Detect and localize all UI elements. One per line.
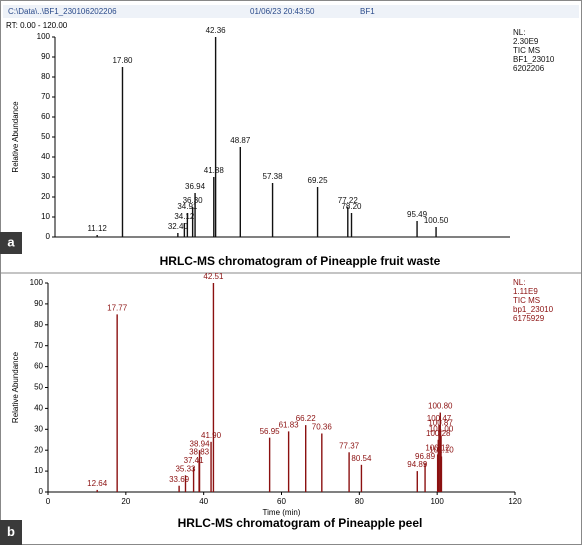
- peak-label: 100.87: [428, 418, 453, 427]
- y-tick-label: 50: [34, 383, 43, 392]
- y-axis-label: Relative Abundance: [11, 101, 20, 173]
- y-tick-label: 50: [41, 132, 50, 141]
- peak-label: 101.00: [429, 425, 454, 434]
- peak-label: 34.12: [174, 212, 195, 221]
- range-label: RT: 0.00 - 120.00: [6, 21, 68, 30]
- x-tick-label: 60: [277, 497, 286, 506]
- peak-label: 77.37: [339, 441, 360, 450]
- info-text: NL:: [513, 28, 525, 37]
- y-tick-label: 20: [34, 445, 43, 454]
- y-tick-label: 0: [46, 232, 51, 241]
- info-text: 6175929: [513, 314, 545, 323]
- peak-label: 69.25: [308, 176, 329, 185]
- y-axis-label: Relative Abundance: [11, 351, 20, 423]
- peak-label: 36.30: [183, 196, 204, 205]
- y-tick-label: 100: [30, 278, 44, 287]
- peak-label: 35.33: [175, 464, 196, 473]
- peak-label: 38.94: [190, 439, 211, 448]
- peak-label: 41.88: [204, 166, 225, 175]
- y-tick-label: 30: [34, 424, 43, 433]
- peak-label: 41.90: [201, 431, 222, 440]
- y-tick-label: 100: [37, 32, 51, 41]
- peak-label: 12.64: [87, 479, 108, 488]
- peak-label: 96.89: [415, 452, 436, 461]
- y-tick-label: 90: [41, 52, 50, 61]
- panel-label-box: [0, 520, 22, 545]
- info-text: TIC MS: [513, 296, 540, 305]
- peak-label: 100.47: [427, 414, 452, 423]
- y-tick-label: 10: [34, 466, 43, 475]
- peak-label: 61.83: [279, 420, 300, 429]
- peak-label: 37.41: [184, 456, 205, 465]
- peak-label: 100.50: [424, 216, 449, 225]
- peak-label: 78.20: [341, 202, 362, 211]
- peak-label: 34.91: [177, 202, 198, 211]
- y-tick-label: 30: [41, 172, 50, 181]
- info-text: NL:: [513, 278, 525, 287]
- info-text: TIC MS: [513, 46, 540, 55]
- peak-label: 17.80: [112, 56, 133, 65]
- info-text: bp1_23010: [513, 305, 554, 314]
- info-text: 2.30E9: [513, 37, 539, 46]
- y-tick-label: 60: [34, 362, 43, 371]
- caption: HRLC-MS chromatogram of Pineapple fruit …: [160, 254, 441, 268]
- panel-label: a: [7, 234, 15, 249]
- y-tick-label: 40: [41, 152, 50, 161]
- info-text: 6202206: [513, 64, 545, 73]
- peak-label: 57.38: [263, 172, 284, 181]
- info-text: BF1_23010: [513, 55, 555, 64]
- y-tick-label: 0: [39, 487, 44, 496]
- peak-label: 95.49: [407, 210, 428, 219]
- panel-label-box: [0, 232, 22, 254]
- y-tick-label: 60: [41, 112, 50, 121]
- y-tick-label: 80: [41, 72, 50, 81]
- peak-label: 70.36: [312, 423, 333, 432]
- panel-label: b: [7, 524, 15, 539]
- x-tick-label: 40: [199, 497, 208, 506]
- peak-label: 48.87: [230, 136, 251, 145]
- header-text: BF1: [360, 7, 375, 16]
- y-tick-label: 40: [34, 404, 43, 413]
- peak-label: 66.22: [296, 414, 317, 423]
- header-text: C:\Data\..\BF1_230106202206: [8, 7, 117, 16]
- header-bar: [3, 5, 579, 18]
- x-axis-label: Time (min): [263, 508, 301, 517]
- peak-label: 36.94: [185, 182, 206, 191]
- peak-label: 33.69: [169, 475, 190, 484]
- x-tick-label: 100: [430, 497, 444, 506]
- peak-label: 42.36: [206, 26, 227, 35]
- peak-label: 94.89: [407, 460, 428, 469]
- y-tick-label: 90: [34, 299, 43, 308]
- peak-label: 56.95: [260, 427, 281, 436]
- y-tick-label: 80: [34, 320, 43, 329]
- y-tick-label: 70: [34, 341, 43, 350]
- x-tick-label: 80: [355, 497, 364, 506]
- x-tick-label: 0: [46, 497, 51, 506]
- info-text: 1.11E9: [513, 287, 538, 296]
- header-text: 01/06/23 20:43:50: [250, 7, 315, 16]
- x-tick-label: 120: [508, 497, 522, 506]
- peak-label: 42.51: [203, 272, 224, 281]
- peak-label: 77.22: [338, 196, 359, 205]
- y-tick-label: 20: [41, 192, 50, 201]
- y-tick-label: 10: [41, 212, 50, 221]
- peak-label: 17.77: [107, 303, 128, 312]
- peak-label: 11.12: [87, 224, 107, 233]
- peak-label: 80.54: [351, 454, 372, 463]
- peak-label: 100.80: [428, 402, 453, 411]
- x-tick-label: 20: [121, 497, 130, 506]
- caption: HRLC-MS chromatogram of Pineapple peel: [178, 516, 423, 530]
- y-tick-label: 70: [41, 92, 50, 101]
- peak-label: 32.40: [168, 222, 189, 231]
- peak-label: 101.10: [429, 446, 454, 455]
